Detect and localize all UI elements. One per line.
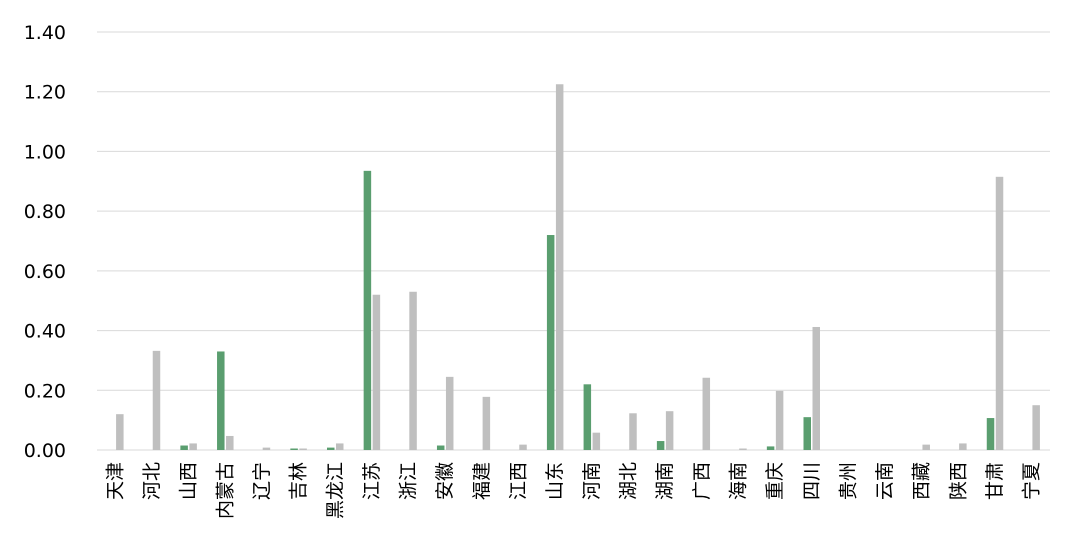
bar-series-1 — [766, 446, 775, 450]
x-category-label: 江苏 — [361, 462, 383, 500]
x-category-label: 贵州 — [837, 462, 859, 500]
x-category-label: 甘肃 — [984, 462, 1006, 500]
x-category-label: 天津 — [104, 462, 126, 500]
bar-series-2 — [812, 326, 820, 450]
bar-series-2 — [226, 435, 234, 450]
bar-series-2 — [445, 376, 454, 450]
x-axis-category-labels: 天津 河北 山西 内蒙古 辽宁 吉林 黑龙江 江苏 浙江 安徽 福建 江西 山东 河南 湖北 湖南 广西 海南 重庆… — [104, 462, 1042, 519]
x-category-label: 四川 — [801, 462, 823, 500]
x-category-label: 山东 — [544, 462, 566, 500]
y-axis-tick-labels: 0.00 0.20 0.40 0.60 0.80 1.00 1.20 1.40 — [24, 22, 66, 462]
bar-series-2 — [116, 414, 124, 450]
bar-series-2 — [409, 291, 417, 450]
x-category-label: 辽宁 — [251, 462, 273, 500]
bar-series-2 — [262, 447, 271, 450]
bar-series-1 — [656, 441, 665, 450]
x-category-label: 宁夏 — [1021, 462, 1043, 500]
bar-series-2 — [629, 413, 637, 450]
x-category-label: 黑龙江 — [324, 462, 346, 519]
bar-series-1 — [986, 418, 995, 450]
bar-series-1 — [436, 445, 445, 450]
y-tick-label: 1.40 — [24, 22, 66, 44]
x-category-label: 浙江 — [398, 462, 420, 500]
bar-series-2 — [519, 444, 527, 450]
bar-series-2 — [739, 448, 747, 450]
bar-series-1 — [217, 351, 225, 450]
y-tick-label: 0.80 — [24, 201, 66, 223]
bar-series-2 — [592, 432, 601, 450]
bar-series-1 — [363, 170, 372, 450]
bar-series-2 — [702, 377, 711, 450]
bar-series-2 — [189, 443, 197, 450]
x-category-label: 重庆 — [764, 462, 786, 500]
bar-series-1 — [546, 235, 555, 450]
y-tick-label: 1.20 — [24, 82, 66, 104]
y-tick-label: 0.40 — [24, 321, 66, 343]
x-category-label: 海南 — [727, 462, 749, 500]
y-tick-label: 0.60 — [24, 261, 66, 283]
x-category-label: 河南 — [581, 462, 603, 500]
x-category-label: 湖南 — [654, 462, 676, 500]
bar-series-1 — [803, 417, 811, 450]
bar-series-2 — [959, 443, 967, 450]
bar-series-1 — [180, 445, 188, 450]
bar-series-2 — [665, 411, 674, 450]
bar-series-2 — [372, 294, 381, 450]
x-category-label: 内蒙古 — [214, 462, 236, 519]
bar-series-1 — [327, 447, 335, 450]
x-category-label: 江西 — [508, 462, 530, 500]
x-category-label: 广西 — [691, 462, 713, 500]
bar-series-2 — [922, 444, 930, 450]
x-category-label: 西藏 — [911, 462, 933, 500]
x-category-label: 湖北 — [617, 462, 639, 500]
bar-series-2 — [995, 176, 1004, 450]
x-category-label: 安徽 — [434, 462, 456, 500]
bar-series-1 — [583, 384, 592, 450]
bar-series-2 — [482, 396, 491, 450]
bar-series-2 — [152, 350, 161, 450]
x-category-label: 山西 — [178, 462, 200, 500]
x-category-label: 陕西 — [947, 462, 969, 500]
bar-series-2 — [336, 443, 344, 450]
y-tick-label: 1.00 — [24, 141, 66, 163]
bar-series-2 — [1032, 405, 1040, 450]
y-tick-label: 0.00 — [24, 440, 66, 462]
x-category-label: 云南 — [874, 462, 896, 500]
x-category-label: 吉林 — [288, 462, 310, 500]
x-category-label: 河北 — [141, 462, 163, 500]
y-tick-label: 0.20 — [24, 380, 66, 402]
bars — [116, 84, 1040, 450]
bar-series-2 — [775, 390, 784, 450]
bar-series-2 — [299, 448, 307, 450]
bar-series-1 — [290, 448, 298, 450]
bar-series-2 — [555, 84, 564, 450]
x-category-label: 福建 — [471, 462, 493, 500]
gridlines — [97, 31, 1050, 451]
